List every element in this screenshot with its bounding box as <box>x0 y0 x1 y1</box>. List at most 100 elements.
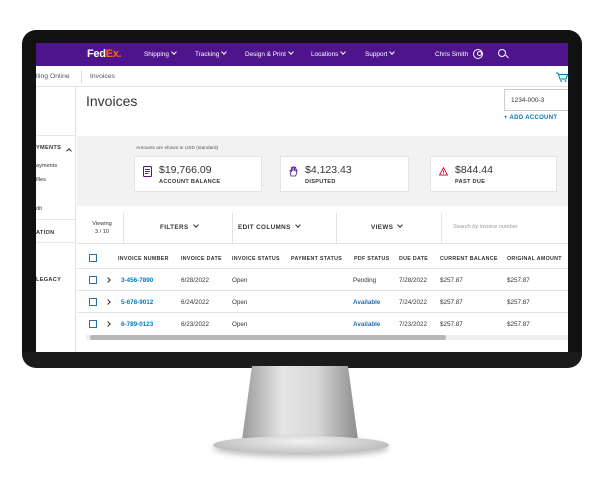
search-icon[interactable] <box>498 49 506 57</box>
toolbar-divider <box>123 213 124 243</box>
nav-label: Shipping <box>144 51 169 58</box>
filter-bar <box>77 211 568 244</box>
current-balance: $257.87 <box>440 277 463 284</box>
filters-label: FILTERS <box>160 224 189 231</box>
scrollbar-thumb[interactable] <box>90 335 446 340</box>
chevron-down-icon <box>389 49 396 55</box>
card-value: $844.44 <box>455 164 493 176</box>
logo-ex: Ex. <box>105 48 122 60</box>
chevron-down-icon <box>294 222 301 228</box>
chevron-right-icon[interactable] <box>105 277 111 283</box>
subnav-billing-online[interactable]: lling Online <box>36 73 70 80</box>
sidebar-divider <box>36 135 76 136</box>
sidebar-item-credit[interactable]: dit <box>36 206 42 212</box>
pdf-status-link[interactable]: Available <box>353 321 381 328</box>
invoice-number-link[interactable]: 6-789-0123 <box>121 321 154 328</box>
invoice-search-input[interactable]: Search by invoice number <box>453 224 518 230</box>
viewing-value: 3 / 10 <box>95 229 109 235</box>
user-name[interactable]: Chris Smith <box>435 51 469 58</box>
nav-support[interactable]: Support <box>365 49 396 58</box>
subnav-invoices[interactable]: Invoices <box>90 73 115 80</box>
card-value: $4,123.43 <box>305 164 352 176</box>
user-icon[interactable] <box>473 49 483 59</box>
original-amount: $257.87 <box>507 321 530 328</box>
chevron-down-icon <box>397 222 404 228</box>
chevron-down-icon <box>171 49 177 55</box>
account-selector[interactable]: 1234-000-3 <box>504 89 568 111</box>
subnav-divider <box>81 70 82 83</box>
invoice-status: Open <box>232 277 248 284</box>
chevron-right-icon[interactable] <box>105 321 111 327</box>
col-payment-status[interactable]: PAYMENT STATUS <box>291 256 343 262</box>
nav-design-print[interactable]: Design & Print <box>245 49 294 58</box>
fedex-logo[interactable]: FedEx. <box>87 48 122 60</box>
sidebar-item-payments[interactable]: YMENTS <box>36 145 62 151</box>
page-title: Invoices <box>86 93 138 109</box>
sub-nav: lling Online Invoices <box>36 66 568 87</box>
warning-icon <box>439 166 448 176</box>
card-value: $19,766.09 <box>159 164 212 176</box>
add-account-link[interactable]: + ADD ACCOUNT <box>504 115 558 121</box>
document-icon <box>143 166 152 177</box>
invoice-date: 6/28/2022 <box>181 277 210 284</box>
col-pdf-status[interactable]: PDF STATUS <box>354 256 390 262</box>
sidebar-divider <box>36 242 76 243</box>
chevron-down-icon <box>288 49 294 55</box>
toolbar-divider <box>232 213 233 243</box>
col-current-balance[interactable]: CURRENT BALANCE <box>440 256 498 262</box>
chevron-down-icon <box>221 49 228 55</box>
chevron-down-icon <box>340 49 347 55</box>
row-checkbox[interactable] <box>89 320 97 328</box>
col-due-date[interactable]: DUE DATE <box>399 256 429 262</box>
row-divider <box>77 312 568 313</box>
views-label: VIEWS <box>371 224 394 231</box>
top-nav: FedEx. Shipping Tracking Design & Print … <box>36 43 568 66</box>
monitor-chin <box>22 352 582 368</box>
disputed-card[interactable]: $4,123.43 DISPUTED <box>280 156 409 192</box>
col-original-amount[interactable]: ORIGINAL AMOUNT <box>507 256 562 262</box>
edit-columns-button[interactable]: EDIT COLUMNS <box>238 222 301 231</box>
select-all-checkbox[interactable] <box>89 254 97 262</box>
row-checkbox[interactable] <box>89 298 97 306</box>
monitor-stand <box>242 366 358 440</box>
col-invoice-status[interactable]: INVOICE STATUS <box>232 256 280 262</box>
invoice-status: Open <box>232 299 248 306</box>
nav-label: Locations <box>311 51 339 58</box>
views-button[interactable]: VIEWS <box>371 222 404 231</box>
invoice-status: Open <box>232 321 248 328</box>
row-checkbox[interactable] <box>89 276 97 284</box>
sidebar-item-legacy[interactable]: LEGACY <box>36 277 62 283</box>
sidebar-item-payments-sub[interactable]: ayments <box>36 163 58 169</box>
nav-tracking[interactable]: Tracking <box>195 49 228 58</box>
nav-locations[interactable]: Locations <box>311 49 347 58</box>
nav-shipping[interactable]: Shipping <box>144 49 177 58</box>
original-amount: $257.87 <box>507 277 530 284</box>
pdf-status-link[interactable]: Available <box>353 299 381 306</box>
toolbar-divider <box>336 213 337 243</box>
chevron-right-icon[interactable] <box>105 299 111 305</box>
original-amount: $257.87 <box>507 299 530 306</box>
toolbar-divider <box>441 213 442 243</box>
hand-icon <box>289 166 298 177</box>
current-balance: $257.87 <box>440 321 463 328</box>
due-date: 7/23/2022 <box>399 321 428 328</box>
amount-note: Amounts are shown in USD (standard) <box>136 146 219 151</box>
card-label: DISPUTED <box>305 179 336 185</box>
sidebar-item-administration[interactable]: ATION <box>36 230 55 236</box>
current-balance: $257.87 <box>440 299 463 306</box>
past-due-card[interactable]: $844.44 PAST DUE <box>430 156 557 192</box>
card-label: ACCOUNT BALANCE <box>159 179 221 185</box>
invoice-number-link[interactable]: 5-678-9012 <box>121 299 154 306</box>
viewing-count: Viewing 3 / 10 <box>91 220 113 236</box>
logo-fed: Fed <box>87 48 106 60</box>
col-invoice-number[interactable]: INVOICE NUMBER <box>118 256 169 262</box>
account-balance-card[interactable]: $19,766.09 ACCOUNT BALANCE <box>134 156 262 192</box>
due-date: 7/28/2022 <box>399 277 428 284</box>
screen: FedEx. Shipping Tracking Design & Print … <box>36 43 568 352</box>
filters-button[interactable]: FILTERS <box>160 222 199 231</box>
col-invoice-date[interactable]: INVOICE DATE <box>181 256 222 262</box>
sidebar-item-profiles[interactable]: files <box>36 177 46 183</box>
cart-icon[interactable] <box>556 72 568 82</box>
invoice-number-link[interactable]: 3-456-7890 <box>121 277 154 284</box>
invoice-date: 6/24/2022 <box>181 299 210 306</box>
